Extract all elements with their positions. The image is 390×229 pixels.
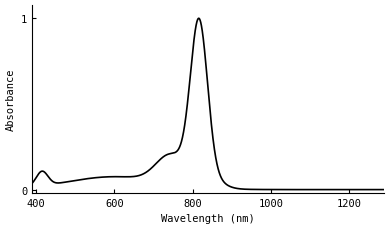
Y-axis label: Absorbance: Absorbance — [5, 68, 16, 131]
X-axis label: Wavelength (nm): Wavelength (nm) — [161, 213, 255, 224]
